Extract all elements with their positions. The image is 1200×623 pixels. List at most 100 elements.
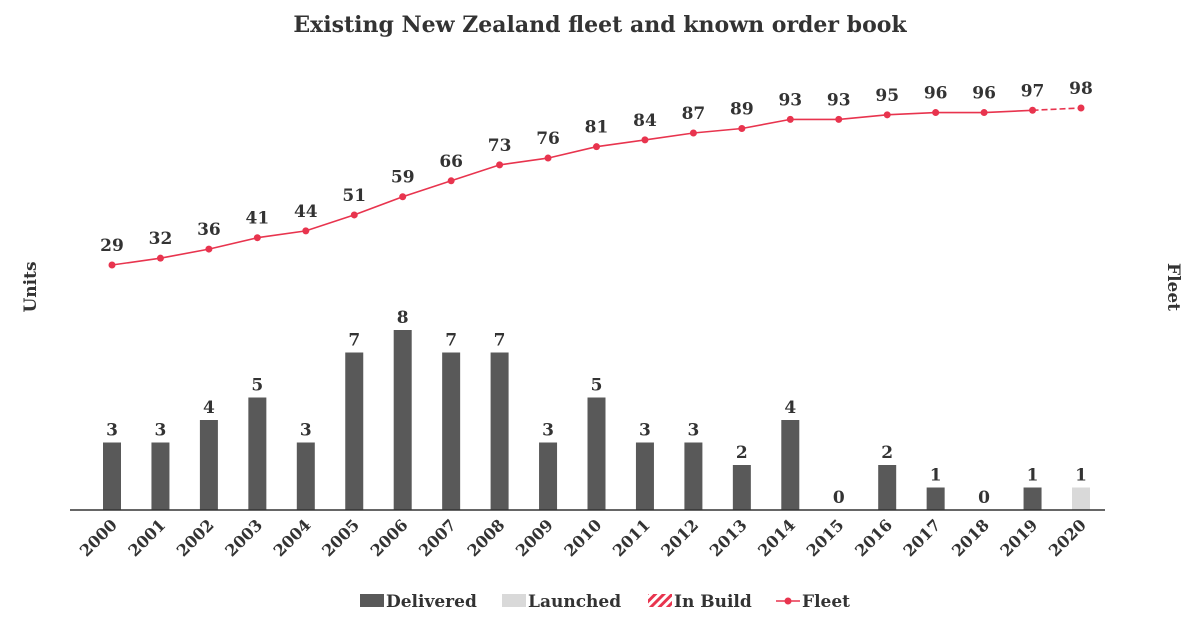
fleet-value-label: 44 (294, 202, 318, 222)
fleet-point-2010 (593, 143, 600, 151)
fleet-value-label: 41 (246, 209, 270, 229)
bar-value-label: 7 (348, 331, 360, 351)
legend-swatch-delivered (360, 594, 384, 607)
x-tick-label: 2018 (948, 515, 993, 560)
fleet-point-2002 (205, 245, 213, 253)
bar-delivered-2019 (1023, 487, 1042, 510)
bar-delivered-2014 (781, 420, 800, 510)
fleet-value-label: 95 (875, 86, 899, 106)
fleet-point-2016 (883, 111, 891, 119)
bar-delivered-2010 (587, 397, 606, 510)
legend-label-in-build: In Build (674, 592, 752, 612)
bar-value-label: 3 (106, 421, 118, 441)
bar-value-label: 3 (155, 421, 167, 441)
x-tick-label: 2004 (270, 515, 315, 560)
bar-value-label: 7 (445, 331, 457, 351)
legend-swatch-launched (502, 594, 526, 607)
x-tick-label: 2009 (512, 515, 557, 560)
fleet-point-2019 (1029, 106, 1037, 114)
bar-value-label: 3 (639, 421, 651, 441)
fleet-point-2006 (399, 193, 407, 201)
fleet-value-label: 66 (439, 152, 463, 172)
x-tick-label: 2016 (851, 515, 896, 560)
bar-delivered-2013 (732, 465, 751, 510)
bar-value-label: 1 (1075, 466, 1087, 486)
x-tick-label: 2001 (124, 515, 169, 560)
fleet-point-2012 (689, 129, 697, 137)
bar-delivered-2008 (490, 352, 509, 510)
fleet-value-label: 84 (633, 111, 657, 131)
bar-delivered-2004 (296, 442, 315, 510)
legend-label-launched: Launched (528, 592, 621, 612)
fleet-value-label: 36 (197, 220, 221, 240)
bar-value-label: 3 (542, 421, 554, 441)
fleet-value-label: 93 (778, 90, 802, 110)
x-tick-label: 2013 (706, 515, 751, 560)
bar-launched-2020 (1072, 487, 1090, 510)
x-tick-label: 2017 (900, 515, 945, 560)
fleet-point-2017 (932, 109, 940, 117)
x-tick-label: 2011 (609, 515, 654, 560)
x-tick-label: 2003 (221, 515, 266, 560)
fleet-point-2003 (253, 234, 261, 242)
bar-value-label: 4 (784, 398, 796, 418)
x-tick-label: 2007 (415, 515, 460, 560)
x-tick-label: 2015 (803, 515, 848, 560)
bar-delivered-2011 (635, 442, 654, 510)
fleet-value-label: 59 (391, 168, 415, 188)
fleet-value-label: 96 (924, 84, 948, 104)
fleet-value-label: 29 (100, 236, 124, 256)
bar-value-label: 5 (251, 376, 263, 396)
x-tick-label: 2014 (754, 515, 799, 560)
x-tick-label: 2010 (560, 515, 605, 560)
bar-value-label: 5 (591, 376, 603, 396)
legend-label-delivered: Delivered (386, 592, 477, 612)
bar-delivered-2005 (345, 352, 364, 510)
fleet-value-label: 73 (488, 136, 512, 156)
legend-marker-fleet (784, 597, 792, 605)
x-tick-label: 2005 (318, 515, 363, 560)
bar-delivered-2002 (199, 420, 218, 510)
fleet-line-projected (1032, 107, 1082, 112)
fleet-value-label: 81 (585, 118, 609, 138)
legend: Delivered Launched In Build Fleet (360, 592, 850, 612)
fleet-value-label: 96 (972, 84, 996, 104)
fleet-point-2011 (641, 136, 649, 144)
x-tick-label: 2020 (1045, 515, 1090, 560)
legend-swatch-in-build (648, 594, 672, 607)
x-tick-label: 2000 (76, 515, 121, 560)
bar-value-label: 0 (833, 488, 845, 508)
fleet-value-label: 32 (149, 229, 173, 249)
fleet-line (111, 109, 1033, 266)
bar-value-label: 4 (203, 398, 215, 418)
bar-delivered-2001 (151, 442, 170, 510)
bar-value-label: 7 (494, 331, 506, 351)
x-tick-label: 2008 (464, 515, 509, 560)
fleet-point-2018 (980, 109, 988, 117)
fleet-point-2008 (496, 161, 504, 169)
fleet-value-label: 51 (342, 186, 366, 206)
bar-delivered-2007 (442, 352, 461, 510)
bar-value-label: 1 (1027, 466, 1039, 486)
bar-value-label: 3 (300, 421, 312, 441)
x-tick-label: 2019 (996, 515, 1041, 560)
x-tick-label: 2006 (367, 515, 412, 560)
bar-delivered-2016 (878, 465, 897, 510)
fleet-value-label: 93 (827, 90, 851, 110)
fleet-value-label: 89 (730, 99, 754, 119)
fleet-point-2004 (302, 227, 310, 235)
fleet-point-2014 (786, 115, 794, 123)
fleet-point-2005 (350, 211, 358, 219)
x-tick-label: 2012 (657, 515, 702, 560)
bar-value-label: 2 (881, 443, 893, 463)
y-axis-title-left: Units (21, 261, 41, 312)
y-axis-title-right: Fleet (1163, 263, 1183, 311)
bar-delivered-2003 (248, 397, 267, 510)
fleet-value-label: 97 (1021, 81, 1045, 101)
bar-delivered-2000 (103, 442, 121, 510)
fleet-point-2001 (156, 254, 164, 262)
chart-title: Existing New Zealand fleet and known ord… (293, 12, 907, 38)
fleet-point-2013 (738, 124, 746, 132)
bar-value-label: 8 (397, 308, 409, 328)
